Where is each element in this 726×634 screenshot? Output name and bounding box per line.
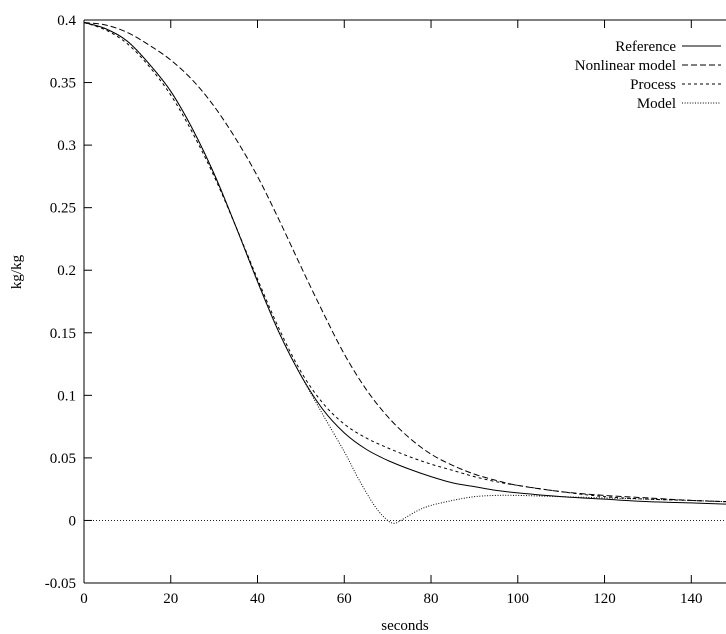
x-tick-label: 0 — [80, 591, 88, 607]
x-tick-label: 120 — [593, 591, 616, 607]
y-tick-label: 0.15 — [50, 326, 76, 342]
x-tick-label: 60 — [337, 591, 352, 607]
x-tick-label: 80 — [424, 591, 439, 607]
y-tick-label: 0.35 — [50, 76, 76, 92]
x-tick-label: 20 — [163, 591, 178, 607]
y-tick-label: -0.05 — [45, 576, 76, 592]
x-axis-label: seconds — [381, 618, 429, 634]
legend-label: Reference — [615, 39, 676, 55]
legend-label: Nonlinear model — [575, 58, 676, 74]
series-line-process — [83, 22, 726, 503]
y-tick-label: 0 — [69, 513, 77, 529]
x-tick-label: 100 — [507, 591, 530, 607]
x-tick-label: 140 — [680, 591, 703, 607]
y-axis-label: kg/kg — [9, 254, 25, 289]
y-tick-label: 0.05 — [50, 451, 76, 467]
y-tick-label: 0.1 — [57, 388, 76, 404]
legend-label: Process — [630, 77, 676, 93]
legend-label: Model — [637, 96, 676, 112]
series-layer — [83, 22, 726, 524]
y-tick-label: 0.2 — [57, 263, 76, 279]
y-tick-label: 0.25 — [50, 201, 76, 217]
x-tick-label: 40 — [250, 591, 265, 607]
x-axis-ticks: 0 20 40 60 80 100 120 140 — [80, 20, 703, 607]
y-tick-label: 0.3 — [57, 138, 76, 154]
legend: Reference Nonlinear model Process Model — [575, 39, 721, 112]
plot-frame — [83, 19, 726, 584]
y-tick-label: 0.4 — [57, 13, 76, 29]
y-axis-ticks: -0.05 0 0.05 0.1 0.15 0.2 0.25 0.3 0.35 0.4 — [45, 13, 92, 592]
